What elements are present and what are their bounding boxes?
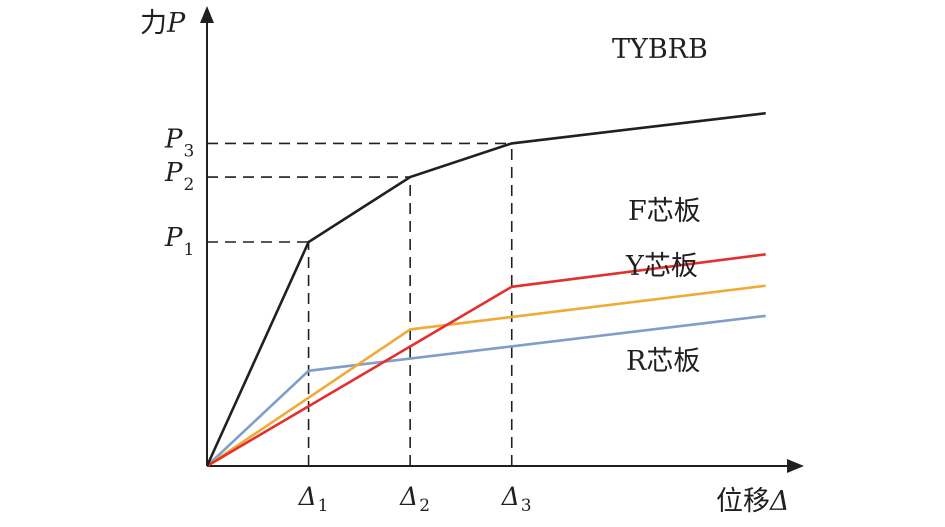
y-axis-label: 力P (140, 8, 186, 39)
series-line-2 (206, 253, 766, 468)
guide-lines (207, 142, 513, 466)
series-label-3: Y芯板 (625, 251, 698, 282)
series-label-1: TYBRB (612, 34, 708, 65)
series-layer (205, 111, 766, 468)
x-tick-label-3: Δ3 (501, 482, 532, 516)
series-label-4: R芯板 (626, 346, 700, 377)
x-tick-label-1: Δ1 (298, 482, 329, 516)
y-tick-label-3: P3 (164, 124, 194, 161)
series-line-4 (206, 314, 766, 467)
x-axis-label: 位移Δ (716, 486, 790, 517)
series-line-3 (206, 284, 766, 468)
y-tick-label-1: P1 (164, 223, 194, 260)
x-axis-arrow-icon (787, 459, 804, 473)
series-label-2: F芯板 (628, 196, 701, 227)
x-tick-label-2: Δ2 (399, 482, 430, 516)
series-line-1 (205, 111, 766, 467)
y-axis-arrow-icon (200, 6, 214, 23)
y-tick-label-2: P2 (164, 158, 194, 195)
series-labels: TYBRB F芯板 Y芯板 R芯板 (612, 34, 708, 377)
